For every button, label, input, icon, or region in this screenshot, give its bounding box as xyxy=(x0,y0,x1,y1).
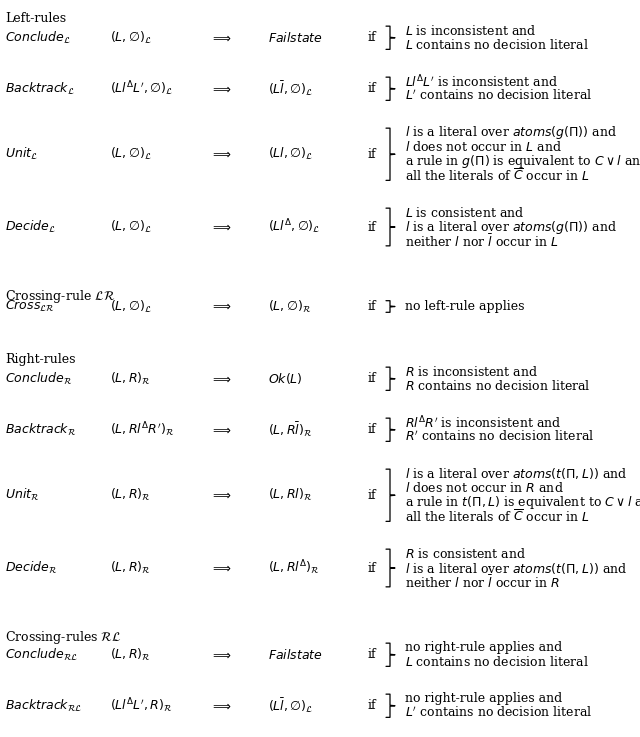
Text: $\mathit{Conclude}_{\mathcal{L}}$: $\mathit{Conclude}_{\mathcal{L}}$ xyxy=(5,29,71,46)
Text: if: if xyxy=(368,699,376,712)
Text: $(L,\emptyset)_{\mathcal{L}}$: $(L,\emptyset)_{\mathcal{L}}$ xyxy=(110,146,152,162)
Text: $(L,\emptyset)_{\mathcal{L}}$: $(L,\emptyset)_{\mathcal{L}}$ xyxy=(110,219,152,235)
Text: $\Longrightarrow$: $\Longrightarrow$ xyxy=(210,699,232,712)
Text: $\mathit{Decide}_{\mathcal{L}}$: $\mathit{Decide}_{\mathcal{L}}$ xyxy=(5,219,56,235)
Text: a rule in $t(\Pi,L)$ is equivalent to $C \vee l$ and: a rule in $t(\Pi,L)$ is equivalent to $C… xyxy=(405,494,640,511)
Text: $\mathit{Backtrack}_{\mathcal{L}}$: $\mathit{Backtrack}_{\mathcal{L}}$ xyxy=(5,80,75,97)
Text: $(L\bar{l},\emptyset)_{\mathcal{L}}$: $(L\bar{l},\emptyset)_{\mathcal{L}}$ xyxy=(268,696,314,715)
Text: $(L,\emptyset)_{\mathcal{R}}$: $(L,\emptyset)_{\mathcal{R}}$ xyxy=(268,298,311,315)
Text: $Ll^{\Delta}L'$ is inconsistent and: $Ll^{\Delta}L'$ is inconsistent and xyxy=(405,73,558,90)
Text: $\Longrightarrow$: $\Longrightarrow$ xyxy=(210,562,232,575)
Text: $l$ is a literal over $\mathit{atoms}(g(\Pi))$ and: $l$ is a literal over $\mathit{atoms}(g(… xyxy=(405,218,617,236)
Text: $\mathit{Unit}_{\mathcal{R}}$: $\mathit{Unit}_{\mathcal{R}}$ xyxy=(5,487,40,503)
Text: no right-rule applies and: no right-rule applies and xyxy=(405,692,563,705)
Text: $(L,\emptyset)_{\mathcal{L}}$: $(L,\emptyset)_{\mathcal{L}}$ xyxy=(110,298,152,315)
Text: Crossing-rule $\mathcal{LR}$: Crossing-rule $\mathcal{LR}$ xyxy=(5,288,115,305)
Text: $\mathit{Failstate}$: $\mathit{Failstate}$ xyxy=(268,648,323,662)
Text: $(L,Rl)_{\mathcal{R}}$: $(L,Rl)_{\mathcal{R}}$ xyxy=(268,487,312,503)
Text: neither $l$ nor $\bar{l}$ occur in $R$: neither $l$ nor $\bar{l}$ occur in $R$ xyxy=(405,574,561,591)
Text: $(L,\emptyset)_{\mathcal{L}}$: $(L,\emptyset)_{\mathcal{L}}$ xyxy=(110,29,152,46)
Text: $(L\bar{l},\emptyset)_{\mathcal{L}}$: $(L\bar{l},\emptyset)_{\mathcal{L}}$ xyxy=(268,80,314,98)
Text: $\Longrightarrow$: $\Longrightarrow$ xyxy=(210,489,232,502)
Text: $\mathit{Conclude}_{\mathcal{R}}$: $\mathit{Conclude}_{\mathcal{R}}$ xyxy=(5,371,72,387)
Text: no right-rule applies and: no right-rule applies and xyxy=(405,641,563,654)
Text: all the literals of $\overline{C}$ occur in $L$: all the literals of $\overline{C}$ occur… xyxy=(405,168,589,184)
Text: if: if xyxy=(368,649,376,661)
Text: $(Ll^{\Delta}L',R)_{\mathcal{R}}$: $(Ll^{\Delta}L',R)_{\mathcal{R}}$ xyxy=(110,696,172,715)
Text: neither $l$ nor $\bar{l}$ occur in $L$: neither $l$ nor $\bar{l}$ occur in $L$ xyxy=(405,233,559,250)
Text: $\mathit{Backtrack}_{\mathcal{R}}$: $\mathit{Backtrack}_{\mathcal{R}}$ xyxy=(5,422,76,438)
Text: if: if xyxy=(368,147,376,161)
Text: $R$ is inconsistent and: $R$ is inconsistent and xyxy=(405,365,538,379)
Text: a rule in $g(\Pi)$ is equivalent to $C \vee l$ and: a rule in $g(\Pi)$ is equivalent to $C \… xyxy=(405,153,640,170)
Text: $l$ does not occur in $R$ and: $l$ does not occur in $R$ and xyxy=(405,481,564,495)
Text: if: if xyxy=(368,562,376,575)
Text: $(L,R)_{\mathcal{R}}$: $(L,R)_{\mathcal{R}}$ xyxy=(110,371,151,387)
Text: Crossing-rules $\mathcal{RL}$: Crossing-rules $\mathcal{RL}$ xyxy=(5,629,122,646)
Text: if: if xyxy=(368,31,376,44)
Text: $L'$ contains no decision literal: $L'$ contains no decision literal xyxy=(405,88,593,103)
Text: $Rl^{\Delta}R'$ is inconsistent and: $Rl^{\Delta}R'$ is inconsistent and xyxy=(405,414,561,431)
Text: $R$ is consistent and: $R$ is consistent and xyxy=(405,547,526,561)
Text: $\Longrightarrow$: $\Longrightarrow$ xyxy=(210,220,232,234)
Text: $R$ contains no decision literal: $R$ contains no decision literal xyxy=(405,379,591,393)
Text: $l$ is a literal over $\mathit{atoms}(t(\Pi,L))$ and: $l$ is a literal over $\mathit{atoms}(t(… xyxy=(405,466,627,481)
Text: $\mathit{Backtrack}_{\mathcal{RL}}$: $\mathit{Backtrack}_{\mathcal{RL}}$ xyxy=(5,698,83,714)
Text: $(Ll,\emptyset)_{\mathcal{L}}$: $(Ll,\emptyset)_{\mathcal{L}}$ xyxy=(268,146,314,162)
Text: $\mathit{Decide}_{\mathcal{R}}$: $\mathit{Decide}_{\mathcal{R}}$ xyxy=(5,560,58,576)
Text: $l$ is a literal over $\mathit{atoms}(t(\Pi,L))$ and: $l$ is a literal over $\mathit{atoms}(t(… xyxy=(405,561,627,576)
Text: Right-rules: Right-rules xyxy=(5,353,76,366)
Text: $L$ contains no decision literal: $L$ contains no decision literal xyxy=(405,655,589,669)
Text: $\Longrightarrow$: $\Longrightarrow$ xyxy=(210,423,232,436)
Text: if: if xyxy=(368,83,376,95)
Text: if: if xyxy=(368,372,376,385)
Text: no left-rule applies: no left-rule applies xyxy=(405,300,525,313)
Text: $R'$ contains no decision literal: $R'$ contains no decision literal xyxy=(405,430,594,444)
Text: if: if xyxy=(368,300,376,313)
Text: $\mathit{Failstate}$: $\mathit{Failstate}$ xyxy=(268,31,323,45)
Text: $\Longrightarrow$: $\Longrightarrow$ xyxy=(210,31,232,44)
Text: $l$ does not occur in $L$ and: $l$ does not occur in $L$ and xyxy=(405,140,562,154)
Text: Left-rules: Left-rules xyxy=(5,12,66,25)
Text: $L'$ contains no decision literal: $L'$ contains no decision literal xyxy=(405,706,593,720)
Text: $L$ is consistent and: $L$ is consistent and xyxy=(405,206,524,220)
Text: $(L,R)_{\mathcal{R}}$: $(L,R)_{\mathcal{R}}$ xyxy=(110,646,151,663)
Text: $\mathit{Ok}(L)$: $\mathit{Ok}(L)$ xyxy=(268,371,303,386)
Text: $(Ll^{\Delta}L',\emptyset)_{\mathcal{L}}$: $(Ll^{\Delta}L',\emptyset)_{\mathcal{L}}… xyxy=(110,80,173,98)
Text: $\Longrightarrow$: $\Longrightarrow$ xyxy=(210,300,232,313)
Text: $(Ll^{\Delta},\emptyset)_{\mathcal{L}}$: $(Ll^{\Delta},\emptyset)_{\mathcal{L}}$ xyxy=(268,217,321,237)
Text: $L$ is inconsistent and: $L$ is inconsistent and xyxy=(405,24,536,38)
Text: $(L,R\bar{l})_{\mathcal{R}}$: $(L,R\bar{l})_{\mathcal{R}}$ xyxy=(268,420,312,439)
Text: $(L,R)_{\mathcal{R}}$: $(L,R)_{\mathcal{R}}$ xyxy=(110,487,151,503)
Text: $\Longrightarrow$: $\Longrightarrow$ xyxy=(210,372,232,385)
Text: if: if xyxy=(368,220,376,234)
Text: $l$ is a literal over $\mathit{atoms}(g(\Pi))$ and: $l$ is a literal over $\mathit{atoms}(g(… xyxy=(405,124,617,141)
Text: $L$ contains no decision literal: $L$ contains no decision literal xyxy=(405,38,589,52)
Text: $(L,Rl^{\Delta}R')_{\mathcal{R}}$: $(L,Rl^{\Delta}R')_{\mathcal{R}}$ xyxy=(110,420,174,439)
Text: all the literals of $\overline{C}$ occur in $L$: all the literals of $\overline{C}$ occur… xyxy=(405,509,589,525)
Text: if: if xyxy=(368,423,376,436)
Text: $(L,R)_{\mathcal{R}}$: $(L,R)_{\mathcal{R}}$ xyxy=(110,560,151,576)
Text: if: if xyxy=(368,489,376,502)
Text: $\Longrightarrow$: $\Longrightarrow$ xyxy=(210,83,232,95)
Text: $\Longrightarrow$: $\Longrightarrow$ xyxy=(210,649,232,661)
Text: $\mathit{Cross}_{\mathcal{LR}}$: $\mathit{Cross}_{\mathcal{LR}}$ xyxy=(5,299,55,314)
Text: $(L,Rl^{\Delta})_{\mathcal{R}}$: $(L,Rl^{\Delta})_{\mathcal{R}}$ xyxy=(268,559,320,577)
Text: $\Longrightarrow$: $\Longrightarrow$ xyxy=(210,147,232,161)
Text: $\mathit{Unit}_{\mathcal{L}}$: $\mathit{Unit}_{\mathcal{L}}$ xyxy=(5,146,38,162)
Text: $\mathit{Conclude}_{\mathcal{RL}}$: $\mathit{Conclude}_{\mathcal{RL}}$ xyxy=(5,646,78,663)
